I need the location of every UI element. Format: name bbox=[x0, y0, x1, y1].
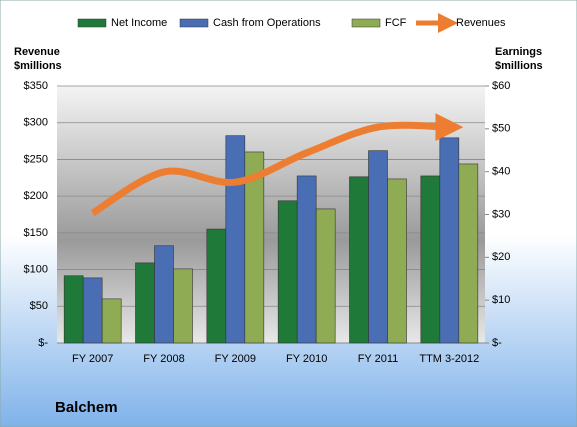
x-tick-label: FY 2007 bbox=[72, 353, 113, 365]
y2-tick-label: $- bbox=[492, 337, 502, 349]
y-tick-label: $300 bbox=[24, 117, 48, 129]
y-tick-label: $200 bbox=[24, 190, 48, 202]
legend-swatch bbox=[77, 18, 107, 28]
y2-tick-label: $20 bbox=[492, 251, 510, 263]
x-tick-label: FY 2009 bbox=[215, 353, 256, 365]
y2-tick-label: $10 bbox=[492, 294, 510, 306]
y2-tick-label: $30 bbox=[492, 208, 510, 220]
legend-swatch bbox=[351, 18, 381, 28]
bar bbox=[244, 151, 265, 344]
bar bbox=[387, 178, 407, 344]
legend-swatch bbox=[179, 18, 209, 28]
x-tick-label: TTM 3-2012 bbox=[419, 353, 479, 365]
y-axis-label: $millions bbox=[14, 60, 62, 72]
x-tick-label: FY 2011 bbox=[358, 353, 399, 365]
y2-tick-label: $60 bbox=[492, 80, 510, 92]
x-tick-label: FY 2010 bbox=[286, 353, 327, 365]
bar bbox=[154, 245, 174, 344]
chart-title: Balchem bbox=[55, 399, 118, 416]
legend-label: FCF bbox=[385, 17, 407, 29]
bar bbox=[420, 175, 441, 344]
bar bbox=[277, 200, 298, 344]
bar bbox=[368, 150, 388, 344]
y2-tick-label: $40 bbox=[492, 166, 510, 178]
bar bbox=[135, 262, 155, 344]
bar bbox=[206, 228, 227, 344]
bar bbox=[82, 277, 103, 344]
bar bbox=[349, 176, 369, 344]
y-tick-label: $150 bbox=[24, 227, 48, 239]
bar bbox=[315, 208, 336, 344]
bar bbox=[101, 298, 122, 344]
y2-tick-label: $50 bbox=[492, 123, 510, 135]
y2-axis-label: $millions bbox=[495, 60, 543, 72]
bar bbox=[173, 268, 193, 344]
y-tick-label: $100 bbox=[24, 263, 48, 275]
legend-label: Revenues bbox=[456, 17, 506, 29]
bar bbox=[296, 175, 317, 344]
bar bbox=[458, 163, 479, 344]
y-tick-label: $250 bbox=[24, 153, 48, 165]
y-tick-label: $- bbox=[38, 337, 48, 349]
y-tick-label: $50 bbox=[30, 300, 48, 312]
x-tick-label: FY 2008 bbox=[143, 353, 184, 365]
legend-label: Net Income bbox=[111, 17, 167, 29]
bar bbox=[439, 137, 460, 344]
line bbox=[90, 113, 464, 217]
y-tick-label: $350 bbox=[24, 80, 48, 92]
bar bbox=[225, 135, 246, 344]
y2-axis-label: Earnings bbox=[495, 46, 542, 58]
y-axis-label: Revenue bbox=[14, 46, 60, 58]
bar bbox=[63, 275, 84, 344]
legend-label: Cash from Operations bbox=[213, 17, 321, 29]
